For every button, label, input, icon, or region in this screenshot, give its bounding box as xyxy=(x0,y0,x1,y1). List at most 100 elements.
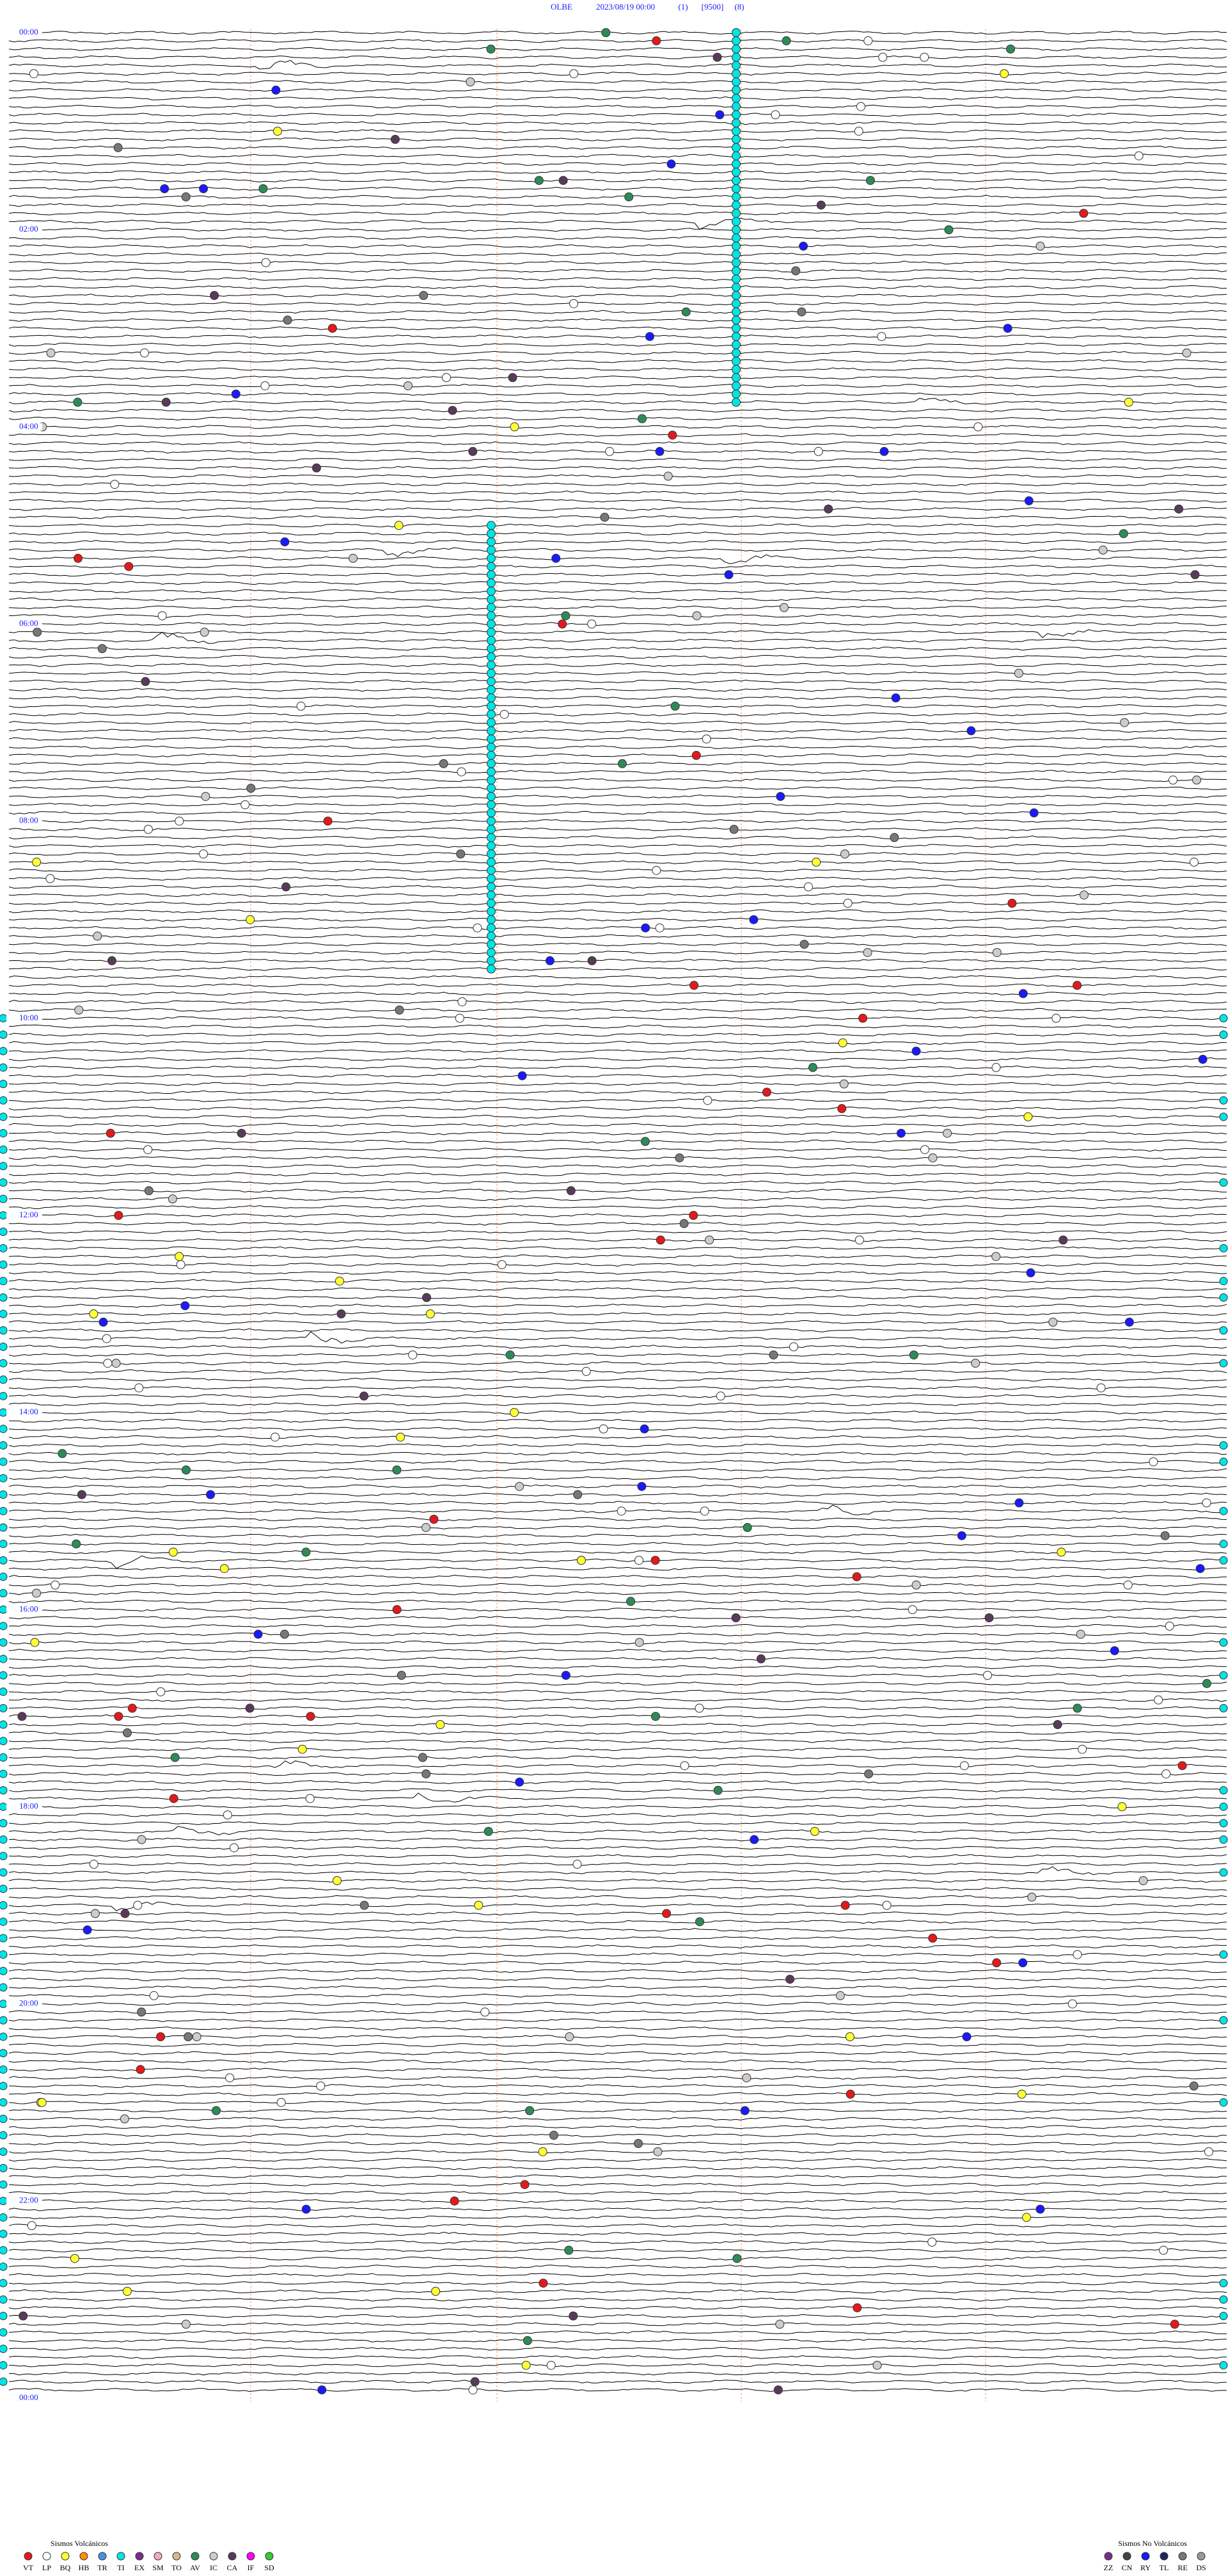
trace xyxy=(8,926,1227,930)
event xyxy=(0,2131,8,2140)
event xyxy=(113,143,123,152)
legend-code: TO xyxy=(171,2563,182,2572)
trace xyxy=(8,629,1227,638)
event xyxy=(973,422,983,432)
trace xyxy=(8,1681,1227,1686)
trace xyxy=(8,720,1227,725)
event xyxy=(487,734,496,744)
legend-marker xyxy=(1122,2552,1131,2561)
trace xyxy=(8,753,1227,757)
event xyxy=(618,759,627,768)
trace xyxy=(8,1760,1227,1769)
trace xyxy=(8,737,1227,741)
event xyxy=(1076,1629,1085,1639)
legend-marker xyxy=(98,2552,107,2561)
event xyxy=(675,1153,684,1163)
trace xyxy=(8,515,1227,519)
event xyxy=(168,1547,178,1557)
event xyxy=(0,1096,8,1105)
event xyxy=(1160,1531,1170,1540)
trace xyxy=(8,1328,1227,1332)
trace xyxy=(8,983,1227,988)
trace xyxy=(8,597,1227,602)
event xyxy=(775,2319,785,2329)
event xyxy=(0,1769,8,1778)
trace xyxy=(8,2314,1227,2318)
event xyxy=(70,2254,79,2263)
event xyxy=(538,2147,547,2156)
trace xyxy=(8,810,1227,815)
trace xyxy=(8,605,1227,610)
event xyxy=(51,1580,60,1590)
event xyxy=(0,2361,8,2370)
trace xyxy=(8,1443,1227,1448)
time-label: 20:00 xyxy=(19,1998,38,2008)
trace xyxy=(8,844,1227,848)
event xyxy=(1219,1359,1228,1368)
event xyxy=(468,446,478,456)
trace xyxy=(8,1492,1227,1497)
event xyxy=(702,734,711,744)
trace xyxy=(8,1032,1227,1037)
legend-code: CA xyxy=(227,2563,238,2572)
time-label: 14:00 xyxy=(19,1407,38,1416)
event xyxy=(546,2360,556,2370)
event xyxy=(713,1785,723,1795)
event xyxy=(992,948,1002,958)
event xyxy=(1219,1819,1228,1828)
trace xyxy=(8,1533,1227,1538)
event xyxy=(695,1703,704,1713)
trace xyxy=(8,1024,1227,1029)
event xyxy=(316,2082,326,2090)
event xyxy=(240,800,250,809)
trace xyxy=(8,398,1227,405)
event xyxy=(425,1309,435,1318)
trace xyxy=(8,2158,1227,2162)
event xyxy=(1027,1892,1037,1902)
event xyxy=(908,1605,917,1615)
event xyxy=(0,1671,8,1680)
trace xyxy=(8,1599,1227,1604)
trace xyxy=(8,383,1227,388)
trace xyxy=(8,1895,1227,1899)
event xyxy=(0,1408,8,1417)
trace xyxy=(8,827,1227,832)
legend-marker xyxy=(61,2552,70,2561)
event xyxy=(487,808,496,818)
trace xyxy=(8,31,1227,35)
event xyxy=(561,1671,571,1680)
trace xyxy=(8,1591,1227,1595)
event xyxy=(137,1835,146,1844)
event xyxy=(681,307,691,317)
event xyxy=(0,1309,8,1318)
event xyxy=(1190,857,1199,867)
trace xyxy=(8,1426,1227,1431)
event xyxy=(732,348,741,358)
legend-marker xyxy=(1141,2552,1150,2561)
trace xyxy=(8,876,1227,881)
label-box xyxy=(6,1803,42,1811)
event xyxy=(882,1900,892,1910)
event xyxy=(73,397,83,407)
event xyxy=(715,110,725,120)
event xyxy=(689,1211,698,1220)
legend-marker xyxy=(172,2552,181,2561)
event xyxy=(408,1350,418,1360)
event xyxy=(840,1900,850,1910)
event xyxy=(515,1482,524,1491)
trace xyxy=(8,1985,1227,1989)
trace xyxy=(8,235,1227,241)
trace xyxy=(8,917,1227,922)
event xyxy=(666,159,676,169)
event xyxy=(1096,1383,1106,1393)
event xyxy=(487,529,496,539)
legend-marker xyxy=(1104,2552,1113,2561)
scale: [9500] xyxy=(702,2,724,12)
event xyxy=(487,882,496,892)
event xyxy=(799,241,808,251)
event xyxy=(1079,209,1089,218)
event xyxy=(1124,1317,1134,1327)
event xyxy=(911,1047,921,1056)
trace xyxy=(8,868,1227,873)
event xyxy=(776,792,785,802)
